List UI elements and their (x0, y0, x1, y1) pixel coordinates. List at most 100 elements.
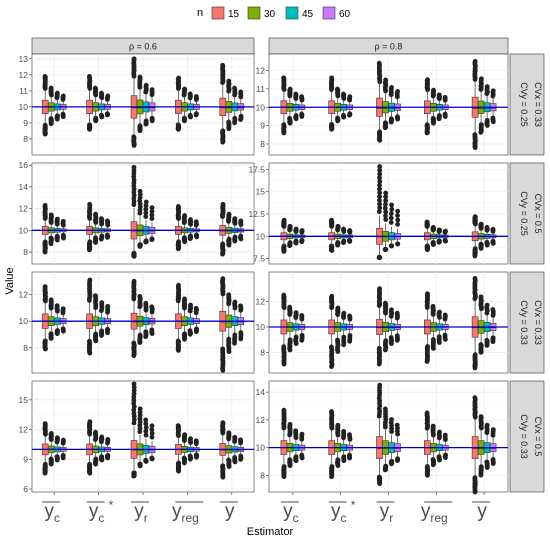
outlier-point (347, 313, 352, 319)
legend-key-60 (322, 6, 336, 20)
outlier-point (42, 202, 48, 208)
outlier-point (54, 331, 60, 337)
outlier-point (238, 303, 243, 309)
outlier-point (232, 459, 238, 465)
outlier-point (93, 429, 98, 435)
outlier-point (383, 202, 388, 207)
outlier-point (347, 432, 352, 438)
outlier-point (484, 84, 490, 89)
outlier-point (430, 423, 436, 429)
outlier-point (143, 300, 149, 306)
legend-label-30: 30 (264, 9, 276, 20)
y-tick-label: 8 (260, 348, 265, 358)
outlier-point (60, 328, 66, 334)
outlier-point (149, 87, 155, 92)
outlier-point (131, 56, 137, 62)
outlier-point (87, 419, 93, 425)
outlier-point (395, 221, 400, 227)
outlier-point (143, 239, 149, 245)
outlier-point (98, 236, 104, 242)
y-axis-label: Value (4, 267, 16, 294)
outlier-point (93, 240, 98, 245)
outlier-point (431, 120, 436, 126)
outlier-point (176, 75, 182, 81)
x-tick-label: yc (44, 501, 60, 525)
y-tick-label: 12 (19, 290, 29, 300)
panel-r2-c1: 8 10 12 14 16 (19, 160, 255, 265)
outlier-point (431, 345, 436, 351)
outlier-point (87, 126, 92, 132)
outlier-point (425, 291, 430, 297)
row-strip (509, 162, 545, 265)
outlier-point (149, 118, 155, 124)
outlier-point (92, 293, 98, 299)
outlier-point (149, 216, 155, 221)
outlier-point (54, 303, 60, 309)
outlier-point (149, 205, 155, 211)
outlier-point (389, 206, 395, 212)
outlier-point (425, 247, 430, 253)
outlier-point (383, 190, 389, 196)
outlier-point (287, 421, 293, 427)
outlier-point (382, 300, 388, 306)
y-tick-label: 16 (19, 160, 29, 170)
outlier-point (131, 353, 137, 359)
outlier-point (143, 214, 149, 219)
outlier-point (484, 123, 490, 128)
outlier-point (347, 94, 353, 100)
outlier-point (149, 237, 155, 243)
y-tick-label: 10 (19, 102, 29, 112)
outlier-point (42, 74, 48, 79)
outlier-point (293, 310, 299, 315)
outlier-point (484, 302, 490, 308)
outlier-point (442, 432, 448, 438)
outlier-point (176, 126, 181, 132)
outlier-point (48, 85, 54, 91)
outlier-point (60, 437, 66, 443)
y-tick-label: 14 (256, 387, 266, 397)
row-strip-label-cvx: CVx = 0.33 (533, 300, 543, 345)
legend-key-15 (211, 6, 225, 20)
outlier-point (329, 75, 335, 81)
outlier-point (484, 225, 490, 230)
outlier-point (377, 194, 382, 200)
outlier-point (431, 87, 436, 93)
legend-label-60: 60 (339, 9, 351, 20)
outlier-point (484, 342, 490, 348)
outlier-point (472, 275, 478, 281)
outlier-point (281, 249, 287, 254)
outlier-point (87, 277, 93, 283)
outlier-point (220, 62, 226, 68)
panel-r3-c2: 8 10 12 (256, 271, 509, 374)
panel-r4-c2: 8 10 12 14 yc yc * yr yreg y (256, 380, 509, 525)
y-tick-label: 12 (256, 66, 266, 76)
outlier-point (335, 223, 341, 229)
outlier-point (287, 347, 293, 353)
outlier-point (299, 455, 305, 461)
outlier-point (143, 428, 149, 434)
y-tick-label: 9 (23, 454, 28, 464)
outlier-point (137, 340, 143, 345)
outlier-point (175, 204, 181, 209)
y-tick-label: 10 (19, 225, 29, 235)
outlier-point (281, 217, 287, 223)
outlier-point (430, 225, 436, 230)
outlier-point (395, 88, 401, 94)
outlier-point (60, 218, 66, 224)
row-strip-label-cvy: CVy = 0.33 (519, 300, 529, 344)
outlier-point (442, 114, 448, 119)
outlier-point (54, 237, 60, 243)
outlier-point (383, 194, 389, 200)
outlier-point (425, 77, 430, 83)
outlier-point (220, 251, 225, 257)
outlier-point (143, 203, 149, 209)
outlier-point (187, 236, 193, 242)
y-tick-label: 15 (256, 187, 266, 197)
outlier-point (430, 242, 436, 248)
outlier-point (293, 226, 299, 232)
outlier-point (143, 432, 149, 438)
y-tick-label: 10 (256, 443, 266, 453)
outlier-point (490, 240, 496, 246)
outlier-point (232, 120, 237, 126)
legend: n 15 30 45 60 (197, 6, 351, 20)
